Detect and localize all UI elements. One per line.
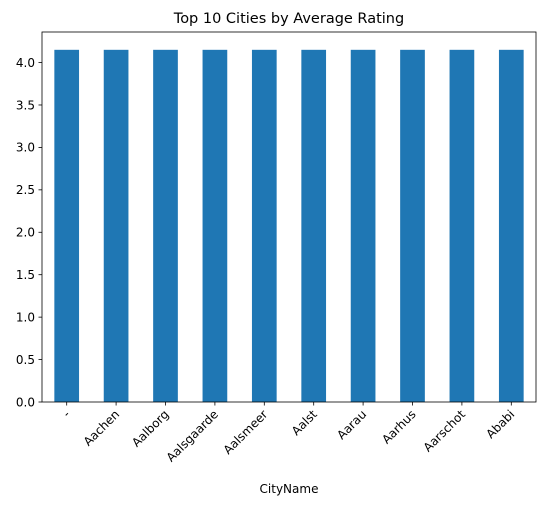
- y-tick-label: 2.0: [16, 226, 35, 240]
- x-tick-label: Aarschot: [421, 407, 469, 455]
- y-tick-label: 3.5: [16, 98, 35, 112]
- y-axis: 0.0 0.5 1.0 1.5 2.0 2.5 3.0 3.5 4.0: [16, 56, 42, 409]
- chart-title: Top 10 Cities by Average Rating: [173, 11, 404, 27]
- x-axis-label: CityName: [260, 482, 319, 496]
- bar: [498, 49, 524, 402]
- y-tick-label: 1.5: [16, 268, 35, 282]
- x-tick-label: Ababi: [483, 407, 517, 441]
- y-tick-label: 0.0: [16, 395, 35, 409]
- plot-frame: [41, 31, 537, 403]
- x-tick-label: -: [60, 407, 73, 420]
- x-tick-label: Aarau: [334, 407, 369, 442]
- bar: [54, 49, 80, 402]
- x-tick-label: Aarhus: [379, 407, 418, 446]
- x-tick-label: Aachen: [81, 407, 123, 449]
- bar: [350, 49, 376, 402]
- bar: [202, 49, 228, 402]
- bar: [449, 49, 475, 402]
- y-tick-label: 3.0: [16, 141, 35, 155]
- y-tick-label: 4.0: [16, 56, 35, 70]
- bars-group: [54, 49, 524, 402]
- x-tick-label: Aalsgaarde: [164, 407, 221, 464]
- y-tick-label: 1.0: [16, 310, 35, 324]
- x-tick-label: Aalborg: [129, 407, 172, 450]
- bar: [400, 49, 425, 402]
- bar: [301, 49, 327, 402]
- x-tick-label: Aalsmeer: [221, 407, 271, 457]
- bar: [103, 49, 129, 402]
- x-tick-label: Aalst: [289, 407, 320, 438]
- bar: [251, 49, 277, 402]
- y-tick-label: 2.5: [16, 183, 35, 197]
- y-tick-label: 0.5: [16, 353, 35, 367]
- bar: [153, 49, 178, 402]
